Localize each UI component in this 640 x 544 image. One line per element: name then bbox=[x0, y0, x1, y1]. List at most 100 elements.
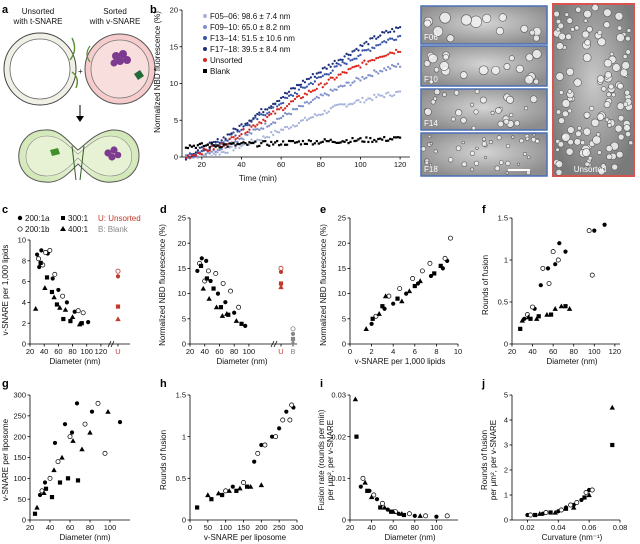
data-point-b-series-3 bbox=[216, 138, 219, 141]
data-point-b-series-2 bbox=[293, 91, 297, 95]
data-point-b-series-1 bbox=[303, 101, 307, 104]
data-point-b-series-4 bbox=[307, 89, 311, 92]
particle-2 bbox=[442, 92, 447, 97]
data-point-b-series-4 bbox=[345, 71, 348, 75]
data-point-e bbox=[370, 316, 375, 321]
data-point-b-blank bbox=[202, 145, 205, 148]
data-point-h bbox=[247, 483, 254, 489]
y-tick-label-b: 15 bbox=[170, 42, 178, 51]
data-point-e bbox=[427, 260, 433, 266]
data-point-g bbox=[67, 434, 73, 440]
t-snare-icon bbox=[69, 37, 79, 89]
data-point-b-series-0 bbox=[398, 90, 402, 93]
data-point-b-series-2 bbox=[226, 139, 229, 142]
data-point-b-series-2 bbox=[351, 58, 354, 61]
data-point-b-series-0 bbox=[331, 105, 334, 109]
data-point-b-series-4 bbox=[230, 136, 233, 139]
x-tick-label-j: 0.08 bbox=[613, 523, 628, 532]
data-point-b-series-1 bbox=[355, 76, 358, 80]
data-point-b-series-0 bbox=[341, 103, 344, 106]
data-point-b-blank bbox=[266, 143, 269, 146]
data-point-b-series-0 bbox=[274, 129, 277, 132]
particle-4 bbox=[622, 54, 628, 59]
extra-point-d bbox=[278, 284, 284, 290]
particle-3 bbox=[505, 171, 509, 175]
data-point-b-series-1 bbox=[327, 94, 330, 97]
data-point-j bbox=[571, 504, 577, 510]
particle-1 bbox=[491, 65, 501, 75]
data-point-b-series-2 bbox=[319, 75, 322, 79]
data-point-d bbox=[198, 263, 204, 268]
data-point-b-series-4 bbox=[335, 76, 338, 79]
data-point-b-series-1 bbox=[313, 97, 316, 100]
particle-1 bbox=[442, 54, 449, 61]
particle-0 bbox=[498, 13, 507, 22]
particle-4 bbox=[606, 153, 613, 160]
data-point-b-series-2 bbox=[281, 101, 285, 105]
data-point-d bbox=[233, 318, 240, 323]
data-point-b-series-2 bbox=[387, 38, 390, 41]
x-tick-label-c: 20 bbox=[26, 347, 34, 356]
data-point-b-series-1 bbox=[272, 121, 275, 124]
particle-0 bbox=[460, 14, 472, 26]
data-point-h bbox=[215, 490, 222, 496]
particle-4 bbox=[573, 138, 581, 146]
legend-c-unsorted: U: Unsorted bbox=[98, 214, 141, 223]
data-point-b-blank bbox=[291, 139, 295, 143]
data-point-i bbox=[417, 513, 423, 518]
data-point-e bbox=[412, 283, 417, 289]
particle-4 bbox=[575, 6, 582, 13]
particle-1 bbox=[439, 61, 450, 71]
data-point-b-series-1 bbox=[331, 89, 334, 93]
legend-f17: F17–18: 39.5 ± 8.4 nm bbox=[210, 45, 291, 54]
x-tick-label-b: 20 bbox=[198, 160, 206, 169]
panel-b-letter: b bbox=[150, 4, 157, 16]
y-tick-label-f: 1.5 bbox=[498, 214, 508, 223]
data-point-b-blank bbox=[238, 143, 241, 146]
x-tick-label-b: 60 bbox=[277, 160, 285, 169]
x-tick-label-h: 250 bbox=[273, 523, 286, 532]
particle-4 bbox=[557, 141, 565, 148]
data-point-i bbox=[368, 494, 375, 500]
particle-4 bbox=[616, 33, 625, 43]
data-point-b-blank bbox=[391, 138, 394, 141]
data-point-b-series-0 bbox=[319, 113, 322, 116]
data-point-b-blank bbox=[373, 138, 376, 142]
data-point-b-series-0 bbox=[218, 153, 221, 156]
micrograph-label-f06: F06 bbox=[424, 33, 438, 42]
data-point-b-series-0 bbox=[270, 131, 273, 134]
data-point-b-series-1 bbox=[276, 117, 279, 121]
data-point-b-series-2 bbox=[321, 74, 324, 78]
particle-4 bbox=[561, 132, 571, 142]
legend-marker-f05 bbox=[203, 14, 207, 18]
particle-3 bbox=[470, 167, 475, 172]
chart-j-xlabel: Curvature (nm⁻¹) bbox=[542, 533, 603, 542]
data-point-i bbox=[354, 434, 359, 439]
data-point-b-series-0 bbox=[373, 93, 376, 97]
data-point-b-series-3 bbox=[242, 125, 245, 128]
data-point-c bbox=[42, 285, 48, 290]
data-point-d bbox=[228, 288, 233, 294]
particle-3 bbox=[488, 140, 493, 145]
data-point-b-series-1 bbox=[301, 105, 305, 108]
data-point-b-series-3 bbox=[198, 146, 201, 149]
legend-c-300-1: 300:1 bbox=[68, 214, 89, 223]
chart-h-xlabel: v-SNARE per liposome bbox=[204, 533, 287, 542]
data-point-b-series-0 bbox=[256, 138, 259, 141]
data-point-g bbox=[52, 440, 58, 446]
x-tick-label-e: 4 bbox=[391, 347, 395, 356]
data-point-b-series-1 bbox=[343, 84, 346, 87]
data-point-b-series-4 bbox=[240, 133, 243, 136]
data-point-b-series-4 bbox=[343, 71, 346, 74]
y-tick-label-h: 1 bbox=[182, 432, 186, 441]
data-point-b-blank bbox=[210, 142, 213, 145]
data-point-g bbox=[51, 467, 57, 473]
data-point-i bbox=[399, 511, 405, 516]
data-point-b-series-1 bbox=[373, 69, 376, 72]
data-point-j bbox=[582, 495, 587, 500]
data-point-b-series-0 bbox=[351, 102, 354, 106]
data-point-b-blank bbox=[357, 138, 360, 141]
particle-1 bbox=[503, 63, 511, 70]
data-point-b-blank bbox=[341, 140, 344, 143]
